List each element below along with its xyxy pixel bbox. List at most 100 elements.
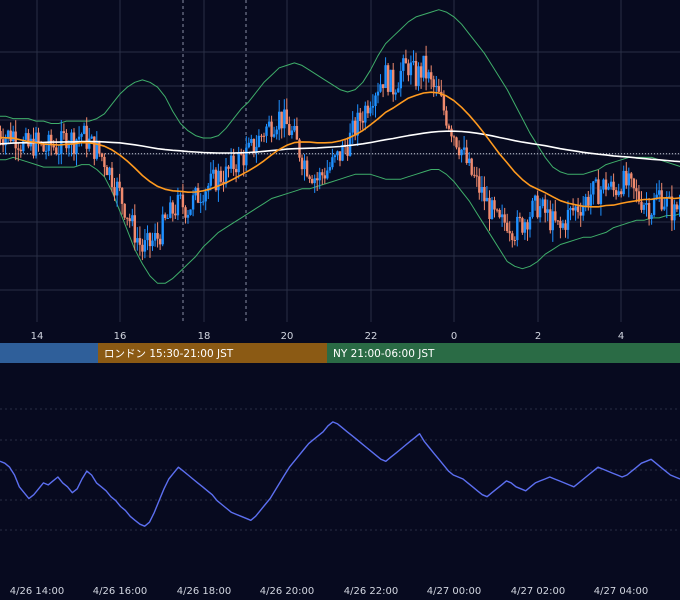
candle-body <box>113 187 116 196</box>
oscillator-panel <box>0 421 680 527</box>
candle-body <box>90 136 93 139</box>
candle-body <box>450 128 453 137</box>
candle-body <box>321 172 324 176</box>
candle-body <box>637 191 641 202</box>
candle-body <box>531 200 534 217</box>
candle-body <box>597 179 600 205</box>
candle-body <box>19 149 22 152</box>
candle-body <box>468 158 471 163</box>
candle-body <box>392 69 395 95</box>
candle-body <box>417 66 420 87</box>
price-x-tick-label: 4 <box>618 331 624 342</box>
candle-body <box>538 206 542 218</box>
session-segment <box>0 343 98 363</box>
candle-body <box>300 157 304 170</box>
candle-body <box>143 240 147 252</box>
candle-body <box>564 223 567 230</box>
candle-body <box>166 218 169 219</box>
candle-body <box>551 211 554 231</box>
candle-body <box>257 135 261 147</box>
candle-body <box>594 179 598 182</box>
session-label: ロンドン 15:30-21:00 JST <box>104 348 234 360</box>
candle-body <box>100 153 104 157</box>
candle-body <box>316 178 319 181</box>
candle-body <box>409 62 413 76</box>
candle-body <box>422 55 425 78</box>
candle-body <box>212 169 215 174</box>
candle-body <box>604 179 608 190</box>
candle-body <box>625 170 628 186</box>
candle-body <box>645 203 648 205</box>
candle-body <box>518 216 522 219</box>
candle-body <box>432 79 435 88</box>
candle-body <box>655 194 658 200</box>
candle-body <box>229 155 233 169</box>
price-panel-x-axis: 14 16 18 20 22 0 2 4 <box>31 331 625 342</box>
candle-body <box>331 157 334 168</box>
candle-body <box>146 233 149 241</box>
candle-body <box>85 125 88 149</box>
candle-body <box>569 208 572 210</box>
candle-body <box>9 130 12 141</box>
candle-body <box>333 155 337 158</box>
candle-body <box>452 136 456 138</box>
candle-body <box>148 233 152 247</box>
candle-body <box>181 194 185 208</box>
candle-body <box>402 58 405 71</box>
candle-body <box>574 206 577 211</box>
candle-body <box>158 238 162 245</box>
candle-body <box>255 146 258 153</box>
candle-body <box>455 137 458 148</box>
candle-body <box>384 65 387 88</box>
candle-body <box>136 238 139 243</box>
candle-body <box>414 61 418 87</box>
candle-body <box>576 206 580 213</box>
candle-body <box>404 58 408 64</box>
candle-body <box>366 105 370 114</box>
candle-body <box>37 132 40 143</box>
candle-body <box>308 176 311 179</box>
candle-body <box>242 154 245 166</box>
candle-body <box>12 131 15 141</box>
candle-body <box>584 196 587 206</box>
candle-body <box>346 147 349 156</box>
candle-body <box>310 179 314 184</box>
candle-body <box>267 121 271 127</box>
candle-body <box>470 158 473 175</box>
candle-body <box>622 170 625 195</box>
candle-body <box>295 126 299 140</box>
candle-body <box>376 91 380 96</box>
candle-body <box>473 174 476 176</box>
candle-body <box>397 88 400 93</box>
candle-body <box>670 196 674 221</box>
candle-body <box>176 194 180 216</box>
oscillator-x-tick-label: 4/27 04:00 <box>594 586 648 597</box>
candle-body <box>115 181 119 196</box>
candle-body <box>483 187 486 202</box>
candle-body <box>6 130 10 138</box>
candle-body <box>430 72 433 80</box>
candle-body <box>478 176 481 193</box>
candle-body <box>561 223 565 228</box>
candle-body <box>493 200 496 210</box>
candle-body <box>369 107 372 114</box>
oscillator-x-tick-label: 4/26 14:00 <box>10 586 64 597</box>
price-panel-grid <box>0 0 680 322</box>
candle-body <box>186 214 190 218</box>
candle-body <box>379 84 382 92</box>
candle-body <box>224 166 228 185</box>
candle-body <box>460 149 463 156</box>
candle-body <box>95 141 98 159</box>
candle-body <box>260 135 263 137</box>
candle-body <box>336 151 339 156</box>
candle-body <box>488 197 491 219</box>
oscillator-x-tick-label: 4/26 18:00 <box>177 586 231 597</box>
candle-body <box>65 133 68 149</box>
candle-body <box>202 201 205 203</box>
candle-body <box>217 170 220 191</box>
session-band: ロンドン 15:30-21:00 JST NY 21:00-06:00 JST <box>0 343 680 363</box>
candle-body <box>275 129 278 135</box>
candle-body <box>386 65 390 92</box>
candle-body <box>658 190 661 195</box>
